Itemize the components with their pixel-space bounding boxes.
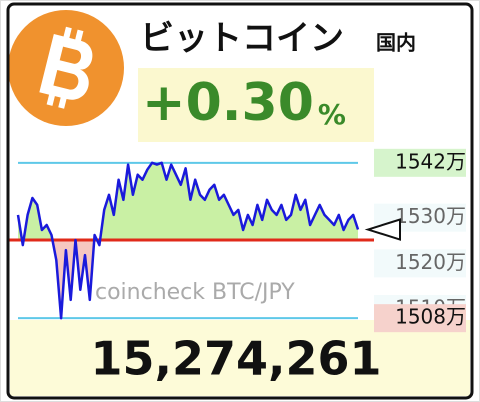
tick-label-bg <box>374 148 466 177</box>
current-marker <box>364 218 401 241</box>
price: 15,274,261 <box>90 332 381 386</box>
logo-b <box>39 26 93 109</box>
change: +0.30 <box>142 73 314 133</box>
y-tick-label: 1520万 <box>395 250 466 274</box>
watermark: coincheck BTC/JPY <box>95 280 295 305</box>
area-below <box>21 240 101 319</box>
price-line <box>16 161 360 320</box>
tick-label-bg <box>374 304 466 333</box>
y-tick-label: 1530万 <box>395 204 466 228</box>
inner-frame <box>6 2 474 400</box>
market: 国内 <box>376 31 416 55</box>
title: ビットコイン <box>140 19 344 59</box>
change-unit: % <box>318 98 346 131</box>
y-tick-label: 1508万 <box>395 305 466 329</box>
y-tick-label: 1542万 <box>395 149 466 173</box>
tick-label-bg <box>374 249 466 278</box>
bitcoin-logo <box>8 10 124 126</box>
change-box <box>138 68 374 142</box>
price-band <box>10 320 470 396</box>
